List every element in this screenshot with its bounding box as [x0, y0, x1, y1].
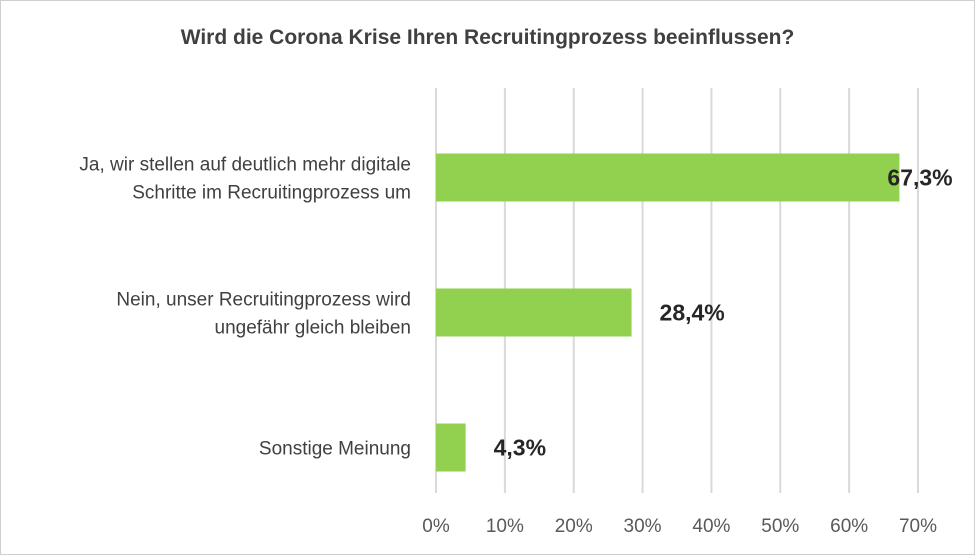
labels: 0% 10% 20% 30% 40% 50% 60% 70% 67,3% Ja, wir stel…: [79, 155, 952, 538]
bar-1: [436, 288, 632, 337]
chart-title: Wird die Corona Krise Ihren Recruitingpr…: [180, 26, 795, 49]
data-label-1: 28,4%: [660, 300, 725, 326]
data-label-0: 67,3%: [887, 165, 952, 191]
category-label-1: Nein, unser Recruitingprozess wird ungefä…: [116, 290, 411, 339]
category-label-0: Ja, wir stellen auf deutlich mehr digita…: [79, 155, 411, 204]
category-label-line: Ja, wir stellen auf deutlich mehr digita…: [79, 155, 411, 176]
x-tick-label-60: 60%: [830, 516, 868, 537]
x-tick-label-0: 0%: [422, 516, 450, 537]
category-label-line: Nein, unser Recruitingprozess wird: [116, 290, 411, 311]
x-tick-label-10: 10%: [486, 516, 524, 537]
category-label-line: Sonstige Meinung: [259, 439, 411, 460]
category-label-2: Sonstige Meinung: [259, 439, 411, 460]
bar-2: [436, 423, 466, 472]
x-tick-label-70: 70%: [899, 516, 937, 537]
data-label-2: 4,3%: [494, 435, 546, 461]
category-label-line: Schritte im Recruitingprozess um: [132, 183, 411, 204]
x-tick-label-50: 50%: [761, 516, 799, 537]
x-tick-label-20: 20%: [555, 516, 593, 537]
x-tick-label-40: 40%: [692, 516, 730, 537]
x-tick-label-30: 30%: [624, 516, 662, 537]
category-label-line: ungefähr gleich bleiben: [215, 318, 412, 339]
bars: [436, 153, 900, 472]
bar-0: [436, 153, 900, 202]
